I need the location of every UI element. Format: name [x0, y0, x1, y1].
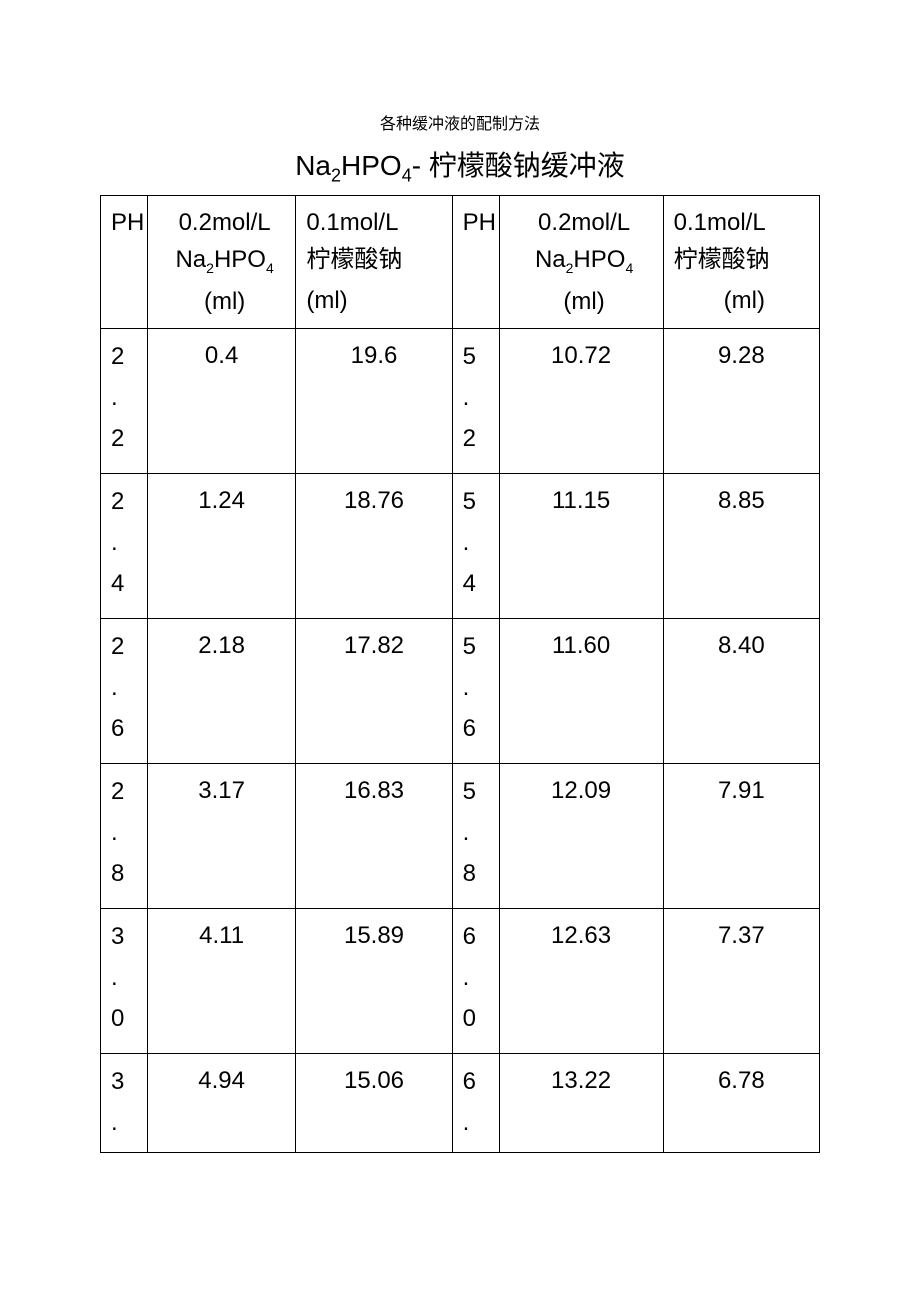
value-cell: 13.22	[499, 1054, 663, 1153]
header-text: 0.2mol/L	[179, 209, 271, 236]
header-na2hpo4-left: 0.2mol/L Na2HPO4 (ml)	[147, 195, 295, 329]
ph-cell: 2.8	[101, 764, 148, 909]
value-cell: 4.94	[147, 1054, 295, 1153]
table-row: 2.83.1716.835.812.097.91	[101, 764, 820, 909]
header-text: HPO	[214, 246, 266, 273]
value-cell: 10.72	[499, 329, 663, 474]
title-part: Na	[295, 150, 331, 181]
value-cell: 8.40	[663, 619, 819, 764]
header-text: PH	[111, 209, 144, 236]
title-part: HPO	[341, 150, 402, 181]
value-cell: 1.24	[147, 474, 295, 619]
buffer-table: PH 0.2mol/L Na2HPO4 (ml) 0.1mol/L 柠檬酸钠 (…	[100, 195, 820, 1153]
ph-cell: 6.	[452, 1054, 499, 1153]
table-row: 3.4.9415.066.13.226.78	[101, 1054, 820, 1153]
header-subscript: 4	[625, 260, 633, 276]
value-cell: 7.91	[663, 764, 819, 909]
header-text: 0.1mol/L	[306, 209, 398, 236]
value-cell: 6.78	[663, 1054, 819, 1153]
value-cell: 2.18	[147, 619, 295, 764]
header-na2hpo4-right: 0.2mol/L Na2HPO4 (ml)	[499, 195, 663, 329]
header-unit: (ml)	[158, 283, 291, 320]
document-title: Na2HPO4- 柠檬酸钠缓冲液	[100, 144, 820, 187]
value-cell: 12.09	[499, 764, 663, 909]
title-subscript: 2	[331, 166, 341, 186]
value-cell: 3.17	[147, 764, 295, 909]
header-citrate-left: 0.1mol/L 柠檬酸钠 (ml)	[296, 195, 452, 329]
header-ph-left: PH	[101, 195, 148, 329]
header-unit: (ml)	[674, 282, 815, 319]
ph-cell: 5.8	[452, 764, 499, 909]
header-subscript: 4	[266, 260, 274, 276]
header-subscript: 2	[206, 260, 214, 276]
table-row: 2.20.419.65.210.729.28	[101, 329, 820, 474]
ph-cell: 2.2	[101, 329, 148, 474]
table-body: 2.20.419.65.210.729.282.41.2418.765.411.…	[101, 329, 820, 1153]
title-part: - 柠檬酸钠缓冲液	[412, 150, 625, 181]
value-cell: 17.82	[296, 619, 452, 764]
header-text: 0.2mol/L	[538, 209, 630, 236]
header-text: HPO	[573, 246, 625, 273]
title-subscript: 4	[402, 166, 412, 186]
table-row: 2.62.1817.825.611.608.40	[101, 619, 820, 764]
value-cell: 16.83	[296, 764, 452, 909]
header-text: 0.1mol/L	[674, 209, 766, 236]
value-cell: 4.11	[147, 909, 295, 1054]
ph-cell: 2.4	[101, 474, 148, 619]
document-page: 各种缓冲液的配制方法 Na2HPO4- 柠檬酸钠缓冲液 PH 0.2mol/L …	[0, 0, 920, 1193]
ph-cell: 5.6	[452, 619, 499, 764]
table-row: 2.41.2418.765.411.158.85	[101, 474, 820, 619]
table-row: 3.04.1115.896.012.637.37	[101, 909, 820, 1054]
header-text: 柠檬酸钠	[674, 246, 770, 273]
header-text: Na	[535, 246, 566, 273]
value-cell: 11.60	[499, 619, 663, 764]
value-cell: 8.85	[663, 474, 819, 619]
ph-cell: 6.0	[452, 909, 499, 1054]
header-unit: (ml)	[510, 283, 659, 320]
value-cell: 19.6	[296, 329, 452, 474]
header-ph-right: PH	[452, 195, 499, 329]
ph-cell: 5.4	[452, 474, 499, 619]
value-cell: 15.89	[296, 909, 452, 1054]
value-cell: 12.63	[499, 909, 663, 1054]
ph-cell: 5.2	[452, 329, 499, 474]
ph-cell: 3.0	[101, 909, 148, 1054]
value-cell: 0.4	[147, 329, 295, 474]
header-text: 柠檬酸钠	[306, 246, 402, 273]
table-header-row: PH 0.2mol/L Na2HPO4 (ml) 0.1mol/L 柠檬酸钠 (…	[101, 195, 820, 329]
document-supertitle: 各种缓冲液的配制方法	[100, 110, 820, 134]
ph-cell: 2.6	[101, 619, 148, 764]
value-cell: 11.15	[499, 474, 663, 619]
header-citrate-right: 0.1mol/L 柠檬酸钠 (ml)	[663, 195, 819, 329]
value-cell: 15.06	[296, 1054, 452, 1153]
value-cell: 18.76	[296, 474, 452, 619]
ph-cell: 3.	[101, 1054, 148, 1153]
header-text: PH	[463, 209, 496, 236]
header-unit: (ml)	[306, 282, 447, 319]
header-text: Na	[175, 246, 206, 273]
value-cell: 7.37	[663, 909, 819, 1054]
value-cell: 9.28	[663, 329, 819, 474]
